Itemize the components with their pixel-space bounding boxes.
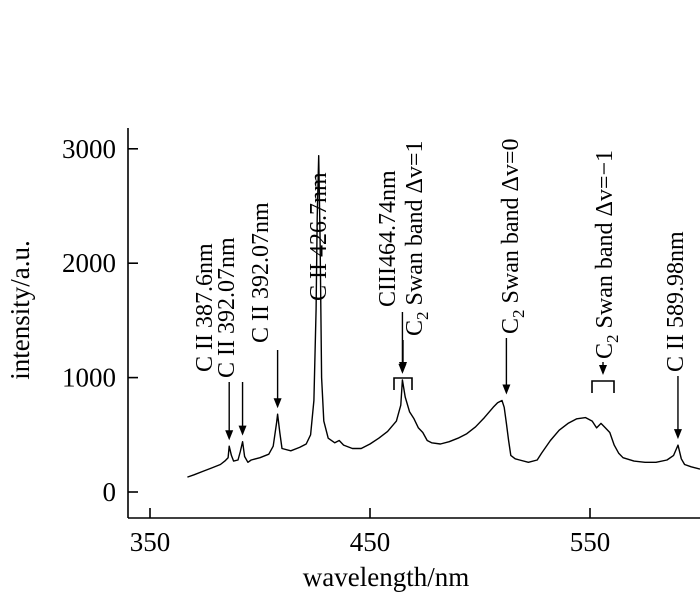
annotation-arrow-head <box>225 430 234 441</box>
x-tick-label: 350 <box>130 527 171 557</box>
ticks: 350 450 550 0 1000 2000 3000 <box>62 134 610 557</box>
annotation-arrow-head <box>238 425 247 436</box>
x-tick-label: 450 <box>350 527 391 557</box>
annotation-label: C II 387.6nm <box>192 243 218 372</box>
y-tick-label: 2000 <box>62 248 116 278</box>
annotation-arrow-head <box>599 365 607 375</box>
peak-annotation: CIII464.74nm <box>375 170 407 374</box>
x-axis-title: wavelength/nm <box>303 562 469 592</box>
annotation-label: CIII464.74nm <box>375 170 401 307</box>
y-tick-label: 0 <box>103 477 117 507</box>
peak-annotation: C II 387.6nm <box>192 243 234 441</box>
annotation-arrow-head <box>399 362 407 372</box>
spectrum-line <box>187 155 700 478</box>
peak-annotation: C II 589.98nm <box>663 231 689 440</box>
annotation-bracket <box>393 377 413 390</box>
peak-annotation: C2 Swan band Δv=1 <box>393 141 432 390</box>
annotation-label: C2 Swan band Δv=0 <box>498 139 528 334</box>
annotation-label: C2 Swan band Δv=1 <box>402 141 432 336</box>
annotation-label: C2 Swan band Δv=−1 <box>592 150 622 359</box>
peak-annotation: C II 392.07nm <box>248 202 282 409</box>
peak-annotation: C II 426.7nm <box>306 172 332 301</box>
y-tick-label: 1000 <box>62 363 116 393</box>
y-tick-label: 3000 <box>62 134 116 164</box>
annotation-label: C II 392.07nm <box>214 237 240 378</box>
annotation-arrow-head <box>502 384 511 395</box>
axes <box>127 128 700 519</box>
annotation-label: C II 426.7nm <box>306 172 332 301</box>
y-axis-title: intensity/a.u. <box>5 240 35 379</box>
plot-area <box>187 155 700 478</box>
annotation-arrow-head <box>673 429 682 440</box>
annotation-label: C II 392.07nm <box>248 202 274 343</box>
annotation-label: C II 589.98nm <box>663 231 689 372</box>
annotation-bracket <box>591 380 615 393</box>
peak-annotation: C2 Swan band Δv=0 <box>498 139 528 395</box>
x-tick-label: 550 <box>570 527 611 557</box>
peak-annotation: C2 Swan band Δv=−1 <box>591 150 622 393</box>
annotation-arrow-head <box>273 398 282 409</box>
peak-annotation: C II 392.07nm <box>214 237 247 436</box>
